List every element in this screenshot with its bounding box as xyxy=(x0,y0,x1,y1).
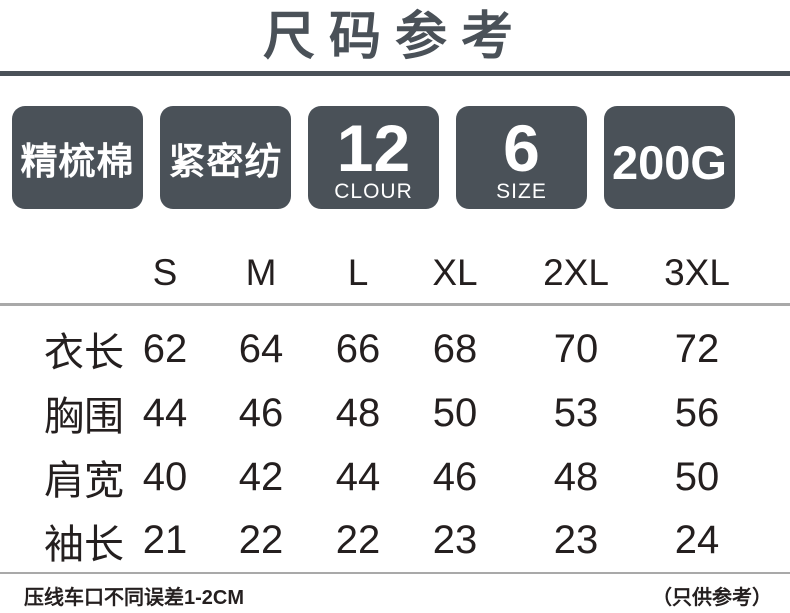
table-row-garment-length: 衣长 62 64 66 68 70 72 xyxy=(0,317,790,381)
column-header-spacer xyxy=(745,209,790,306)
cell-value: 46 xyxy=(432,454,478,499)
badge-size-count-caption: SIZE xyxy=(496,180,547,204)
title-divider xyxy=(0,71,790,77)
feature-badges: 精梳棉 紧密纺 12 CLOUR 6 SIZE 200G xyxy=(12,106,790,210)
badge-combed-cotton: 精梳棉 xyxy=(12,106,143,210)
size-table-header-row: S M L XL 2XL 3XL xyxy=(0,209,790,306)
cell-value: 53 xyxy=(553,390,599,435)
table-spacer-row xyxy=(0,304,790,317)
reference-only-note: （只供参考） xyxy=(652,587,772,610)
cell-value: 66 xyxy=(335,326,381,371)
cell-value: 68 xyxy=(432,326,478,371)
badge-size-count: 6 SIZE xyxy=(456,106,587,210)
row-label-chest: 胸围 xyxy=(44,395,124,440)
badge-colour-count-value: 12 xyxy=(336,110,411,185)
page-title: 尺码参考 xyxy=(262,8,527,66)
table-row-shoulder: 肩宽 40 42 44 46 48 50 xyxy=(0,445,790,509)
cell-value: 22 xyxy=(213,509,309,575)
cell-value: 50 xyxy=(674,454,720,499)
badge-compact-spinning: 紧密纺 xyxy=(160,106,291,210)
page-header: 尺码参考 xyxy=(0,0,790,69)
cell-spacer xyxy=(745,317,790,381)
row-label-shoulder: 肩宽 xyxy=(44,459,124,504)
cell-value: 62 xyxy=(142,326,188,371)
cell-value: 23 xyxy=(503,509,649,575)
cell-value: 56 xyxy=(674,390,720,435)
table-row-chest: 胸围 44 46 48 50 53 56 xyxy=(0,381,790,445)
column-header-xl: XL xyxy=(407,209,503,306)
footer: 压线车口不同误差1-2CM （只供参考） xyxy=(0,574,790,610)
badge-fabric-weight: 200G xyxy=(604,106,735,210)
cell-value: 46 xyxy=(238,390,284,435)
cell-value: 44 xyxy=(142,390,188,435)
column-header-m: M xyxy=(213,209,309,306)
size-table: S M L XL 2XL 3XL 衣长 62 64 66 68 70 72 xyxy=(0,209,790,575)
column-header-l: L xyxy=(309,209,407,306)
cell-value: 21 xyxy=(117,509,213,575)
badge-colour-count-caption: CLOUR xyxy=(334,180,413,204)
cell-spacer xyxy=(745,381,790,445)
cell-spacer xyxy=(745,445,790,509)
column-header-3xl: 3XL xyxy=(649,209,745,306)
column-header-s: S xyxy=(117,209,213,306)
cell-value: 64 xyxy=(238,326,284,371)
badge-compact-spinning-label: 紧密纺 xyxy=(168,140,283,182)
cell-spacer xyxy=(745,509,790,575)
cell-value: 50 xyxy=(432,390,478,435)
cell-value: 42 xyxy=(238,454,284,499)
cell-value: 40 xyxy=(142,454,188,499)
row-label-garment-length: 衣长 xyxy=(44,331,124,376)
cell-value: 48 xyxy=(553,454,599,499)
cell-value: 44 xyxy=(335,454,381,499)
column-header-2xl: 2XL xyxy=(503,209,649,306)
size-table-corner-cell xyxy=(0,209,117,306)
cell-value: 23 xyxy=(407,509,503,575)
badge-size-count-value: 6 xyxy=(503,110,540,185)
row-label-sleeve: 袖长 xyxy=(0,509,124,575)
badge-fabric-weight-label: 200G xyxy=(612,136,727,190)
badge-combed-cotton-label: 精梳棉 xyxy=(20,140,135,182)
tolerance-note: 压线车口不同误差1-2CM xyxy=(24,587,245,610)
cell-value: 48 xyxy=(335,390,381,435)
cell-value: 24 xyxy=(649,509,745,575)
badge-colour-count: 12 CLOUR xyxy=(308,106,439,210)
cell-value: 70 xyxy=(553,326,599,371)
table-row-sleeve: 袖长 21 22 22 23 23 24 xyxy=(0,509,790,575)
cell-value: 22 xyxy=(309,509,407,575)
cell-value: 72 xyxy=(674,326,720,371)
